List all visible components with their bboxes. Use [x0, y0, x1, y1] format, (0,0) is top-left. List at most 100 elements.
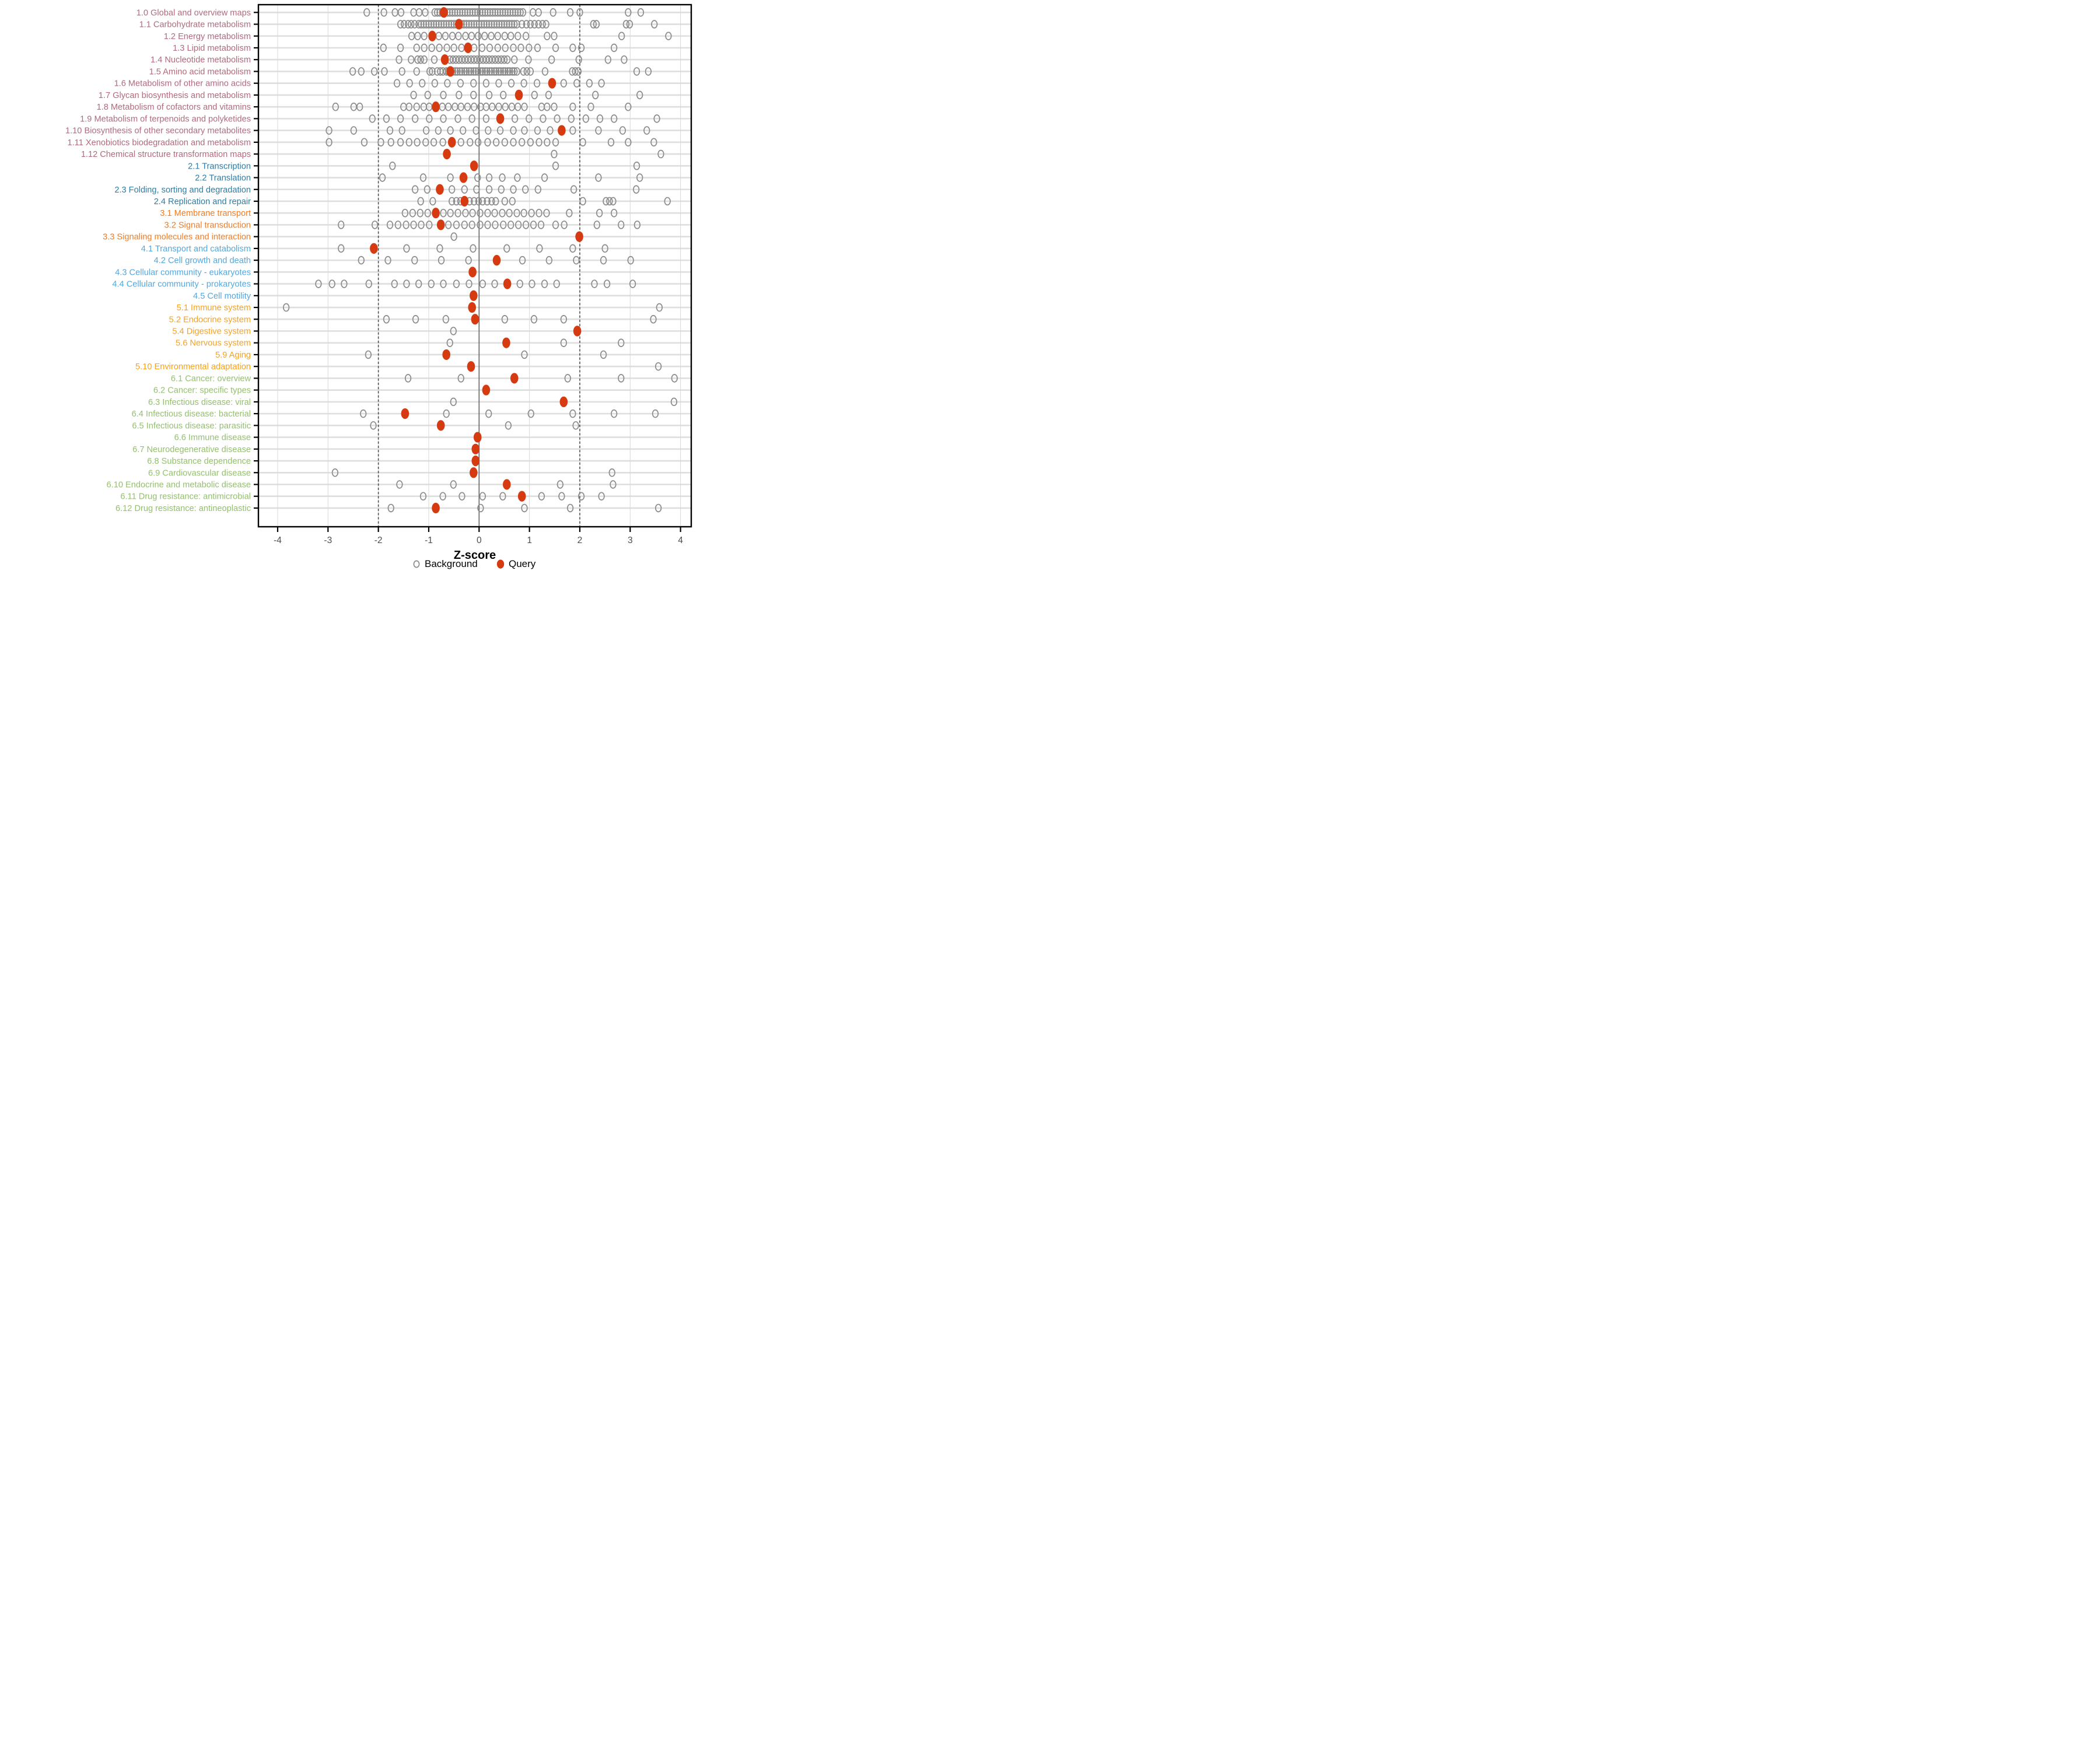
- background-point: [411, 20, 418, 29]
- x-tick-label: 1: [527, 536, 532, 545]
- background-point: [603, 197, 610, 206]
- background-point: [341, 279, 348, 288]
- background-point: [482, 114, 490, 123]
- background-point: [519, 256, 526, 265]
- background-point: [484, 138, 491, 147]
- background-point: [428, 43, 435, 52]
- background-point: [603, 279, 611, 288]
- background-point: [485, 90, 493, 100]
- background-point: [621, 55, 628, 64]
- background-point: [436, 43, 443, 52]
- row-label: 6.9 Cardiovascular disease: [148, 468, 251, 478]
- background-point: [488, 67, 495, 76]
- background-point: [326, 126, 332, 135]
- background-point: [492, 197, 499, 206]
- background-point: [575, 55, 582, 64]
- background-point: [552, 43, 559, 52]
- background-point: [573, 256, 580, 265]
- background-point: [556, 480, 564, 489]
- background-point: [511, 67, 518, 76]
- background-point: [488, 32, 495, 41]
- background-point: [446, 338, 453, 347]
- background-point: [496, 8, 504, 17]
- background-point: [450, 232, 457, 241]
- background-point: [622, 20, 630, 29]
- background-point: [508, 79, 515, 88]
- row-label: 6.3 Infectious disease: viral: [148, 398, 251, 407]
- background-point: [544, 32, 551, 41]
- background-point: [536, 208, 542, 218]
- background-point: [569, 43, 576, 52]
- background-point: [650, 315, 657, 324]
- background-point: [593, 20, 600, 29]
- background-point: [502, 67, 509, 76]
- query-point: [454, 19, 463, 30]
- background-point: [338, 244, 345, 253]
- query-point: [460, 195, 469, 207]
- legend-background-marker: [413, 560, 420, 568]
- background-point: [535, 8, 542, 17]
- background-point: [485, 185, 493, 194]
- background-point: [541, 67, 549, 76]
- background-point: [545, 256, 552, 265]
- query-point: [440, 54, 449, 65]
- query-point: [573, 326, 582, 337]
- background-point: [493, 67, 500, 76]
- row-label: 1.6 Metabolism of other amino acids: [114, 79, 251, 89]
- background-point: [360, 409, 367, 418]
- background-point: [540, 114, 547, 123]
- background-point: [506, 67, 513, 76]
- background-point: [422, 8, 429, 17]
- background-point: [525, 55, 532, 64]
- background-point: [479, 8, 486, 17]
- row-label: 3.1 Membrane transport: [160, 209, 251, 218]
- background-point: [408, 55, 415, 64]
- background-point: [454, 8, 461, 17]
- query-point: [446, 66, 454, 77]
- background-point: [593, 220, 600, 229]
- background-point: [469, 208, 476, 218]
- background-point: [453, 197, 460, 206]
- background-point: [534, 185, 541, 194]
- background-point: [457, 374, 464, 383]
- background-point: [332, 102, 339, 111]
- background-point: [478, 43, 486, 52]
- background-point: [419, 492, 427, 501]
- background-point: [404, 20, 412, 29]
- row-label: 6.12 Drug resistance: antineoplastic: [116, 504, 251, 513]
- background-point: [606, 197, 613, 206]
- background-point: [454, 208, 461, 218]
- background-point: [519, 8, 527, 17]
- row-label: 2.3 Folding, sorting and degradation: [114, 186, 251, 195]
- background-point: [627, 256, 634, 265]
- background-point: [511, 20, 518, 29]
- background-point: [596, 114, 604, 123]
- background-point: [600, 350, 607, 359]
- background-point: [521, 350, 528, 359]
- background-point: [632, 185, 640, 194]
- kegg-zscore-dotplot: 1.0 Global and overview maps 1.1 Carbohyd…: [0, 0, 700, 583]
- background-point: [576, 8, 583, 17]
- background-point: [528, 279, 536, 288]
- background-point: [538, 492, 545, 501]
- background-point: [409, 208, 416, 218]
- background-point: [530, 220, 537, 229]
- background-point: [463, 20, 470, 29]
- row-label: 1.7 Glycan biosynthesis and metabolism: [99, 91, 251, 100]
- background-point: [501, 20, 508, 29]
- background-point: [504, 67, 512, 76]
- background-point: [509, 8, 516, 17]
- background-point: [387, 503, 394, 513]
- background-point: [611, 114, 618, 123]
- background-point: [530, 315, 538, 324]
- background-point: [431, 8, 438, 17]
- background-point: [439, 138, 446, 147]
- background-point: [506, 20, 513, 29]
- row-label: 1.11 Xenobiotics biodegradation and meta…: [67, 138, 251, 148]
- background-point: [600, 256, 607, 265]
- background-point: [377, 138, 384, 147]
- background-point: [468, 32, 475, 41]
- background-point: [531, 90, 538, 100]
- background-point: [440, 90, 447, 100]
- background-point: [560, 79, 567, 88]
